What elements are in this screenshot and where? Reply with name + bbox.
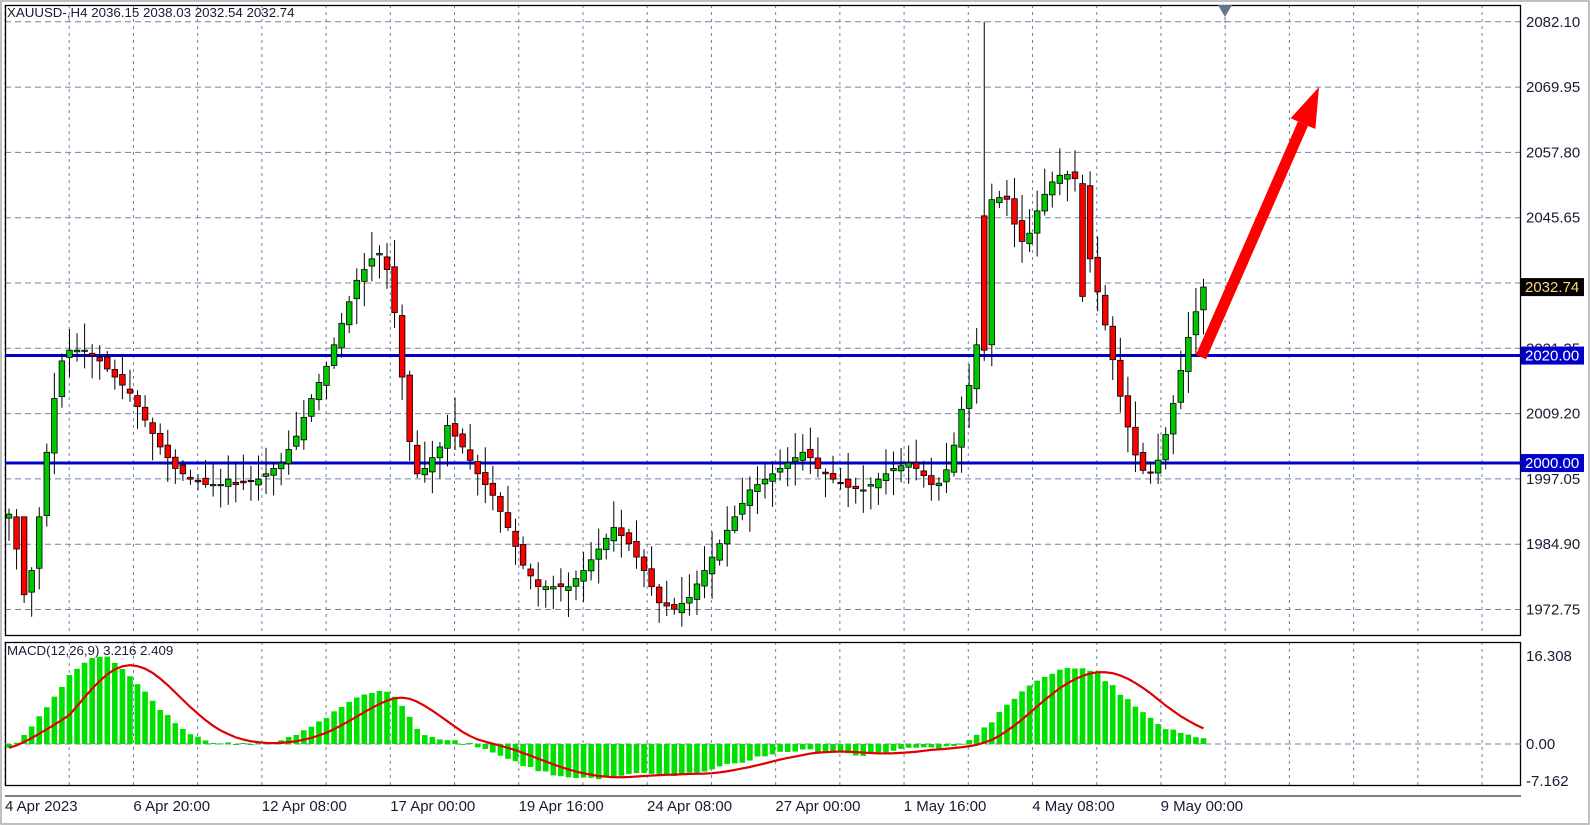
svg-text:1972.75: 1972.75 [1526, 602, 1580, 619]
svg-text:-7.162: -7.162 [1526, 773, 1569, 790]
svg-text:1997.05: 1997.05 [1526, 471, 1580, 488]
svg-text:2032.74: 2032.74 [1525, 279, 1579, 296]
svg-text:MACD(12,26,9) 3.216 2.409: MACD(12,26,9) 3.216 2.409 [7, 643, 173, 658]
svg-text:XAUUSD-,H4 2036.15 2038.03 20: XAUUSD-,H4 2036.15 2038.03 2032.54 2032.… [7, 5, 295, 20]
svg-text:0.00: 0.00 [1526, 736, 1555, 753]
svg-text:2045.65: 2045.65 [1526, 210, 1580, 227]
svg-text:1 May 16:00: 1 May 16:00 [904, 798, 987, 815]
svg-text:2069.95: 2069.95 [1526, 79, 1580, 96]
svg-text:1984.90: 1984.90 [1526, 536, 1580, 553]
svg-text:24 Apr 08:00: 24 Apr 08:00 [647, 798, 732, 815]
svg-text:2082.10: 2082.10 [1526, 14, 1580, 31]
svg-text:4 May 08:00: 4 May 08:00 [1032, 798, 1115, 815]
svg-text:2057.80: 2057.80 [1526, 144, 1580, 161]
svg-text:2009.20: 2009.20 [1526, 406, 1580, 423]
svg-text:2000.00: 2000.00 [1525, 455, 1579, 472]
svg-text:2020.00: 2020.00 [1525, 348, 1579, 365]
svg-text:27 Apr 00:00: 27 Apr 00:00 [775, 798, 860, 815]
svg-text:17 Apr 00:00: 17 Apr 00:00 [390, 798, 475, 815]
svg-text:9 May 00:00: 9 May 00:00 [1161, 798, 1244, 815]
svg-text:12 Apr 08:00: 12 Apr 08:00 [262, 798, 347, 815]
svg-text:19 Apr 16:00: 19 Apr 16:00 [519, 798, 604, 815]
svg-text:16.308: 16.308 [1526, 648, 1572, 665]
svg-text:6 Apr 20:00: 6 Apr 20:00 [133, 798, 210, 815]
svg-text:4 Apr 2023: 4 Apr 2023 [5, 798, 78, 815]
